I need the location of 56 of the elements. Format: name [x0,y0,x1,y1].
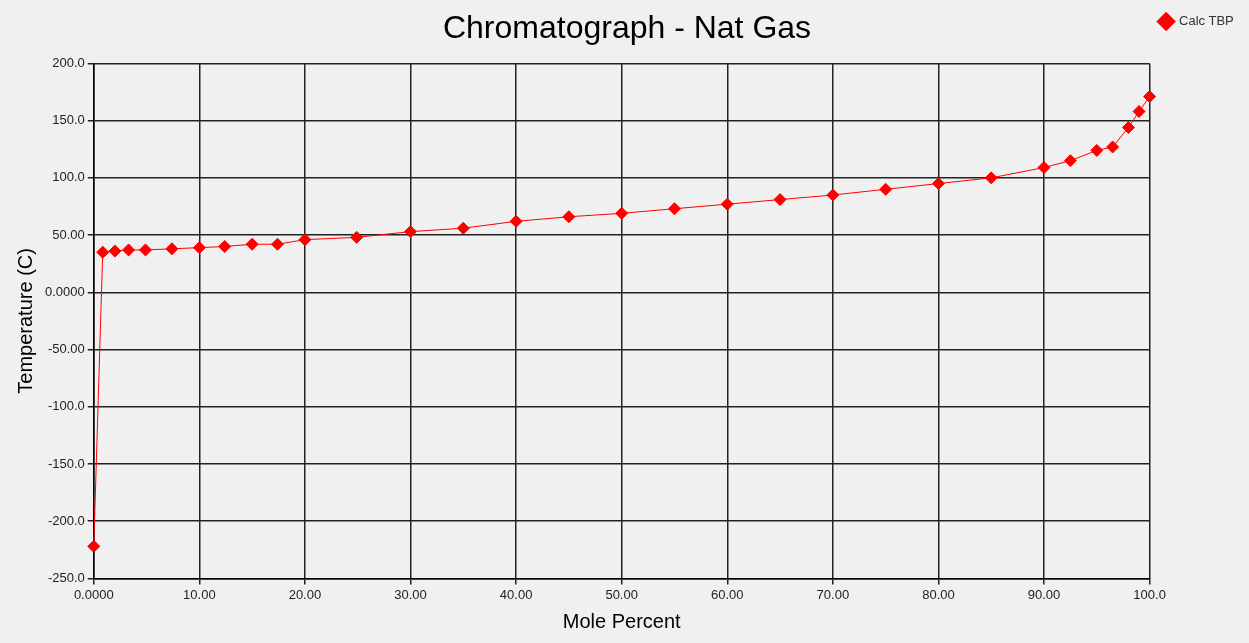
point [87,539,101,553]
point [984,171,998,185]
legend-label: Calc TBP [1179,13,1234,29]
point [720,197,734,211]
point [931,177,945,191]
y-tick-label: 100.0 [52,169,85,185]
point [245,237,259,251]
point [667,202,681,216]
point [298,233,312,247]
x-tick-label: 20.00 [288,586,322,602]
point [509,214,523,228]
point [773,193,787,207]
point [1063,154,1077,168]
chart-title: Chromatograph - Nat Gas [442,9,812,46]
x-tick-label: 90.00 [1027,586,1061,602]
x-axis-title: Mole Percent [562,609,682,632]
x-tick-label: 0.0000 [73,586,114,602]
point [218,240,232,254]
point [404,225,418,239]
point [1132,104,1146,118]
y-tick-label: -100.0 [47,398,85,414]
point [350,230,364,244]
y-tick-label: -50.00 [47,341,85,357]
y-tick-label: -200.0 [47,512,85,528]
point [1143,90,1157,104]
y-tick-label: 200.0 [52,54,85,70]
point [1090,143,1104,157]
point [165,242,179,256]
x-tick-label: 50.00 [605,586,638,602]
point [1037,161,1051,175]
point [879,182,893,196]
point [456,221,470,235]
point [826,188,840,202]
point [108,244,122,258]
x-tick-label: 10.00 [183,586,216,602]
point [1106,140,1120,154]
y-tick-label: -250.0 [47,569,85,585]
y-tick-label: 50.00 [52,226,85,242]
x-tick-label: 80.00 [922,586,955,602]
x-tick-label: 70.00 [816,586,850,602]
point [96,245,110,259]
y-axis-title: Temperature (C) [13,248,36,394]
point [192,241,206,255]
x-tick-label: 30.00 [394,586,427,602]
x-tick-label: 60.00 [710,586,744,602]
y-tick-label: 150.0 [52,112,85,128]
y-tick-label: -150.0 [47,455,85,471]
point [562,210,576,224]
point [270,237,284,251]
point [615,206,629,220]
y-tick-label: 0.0000 [45,283,85,299]
point [122,243,136,257]
point [1121,120,1135,134]
x-tick-label: 40.00 [499,586,533,602]
x-tick-label: 100.0 [1133,586,1166,602]
point [139,243,152,257]
